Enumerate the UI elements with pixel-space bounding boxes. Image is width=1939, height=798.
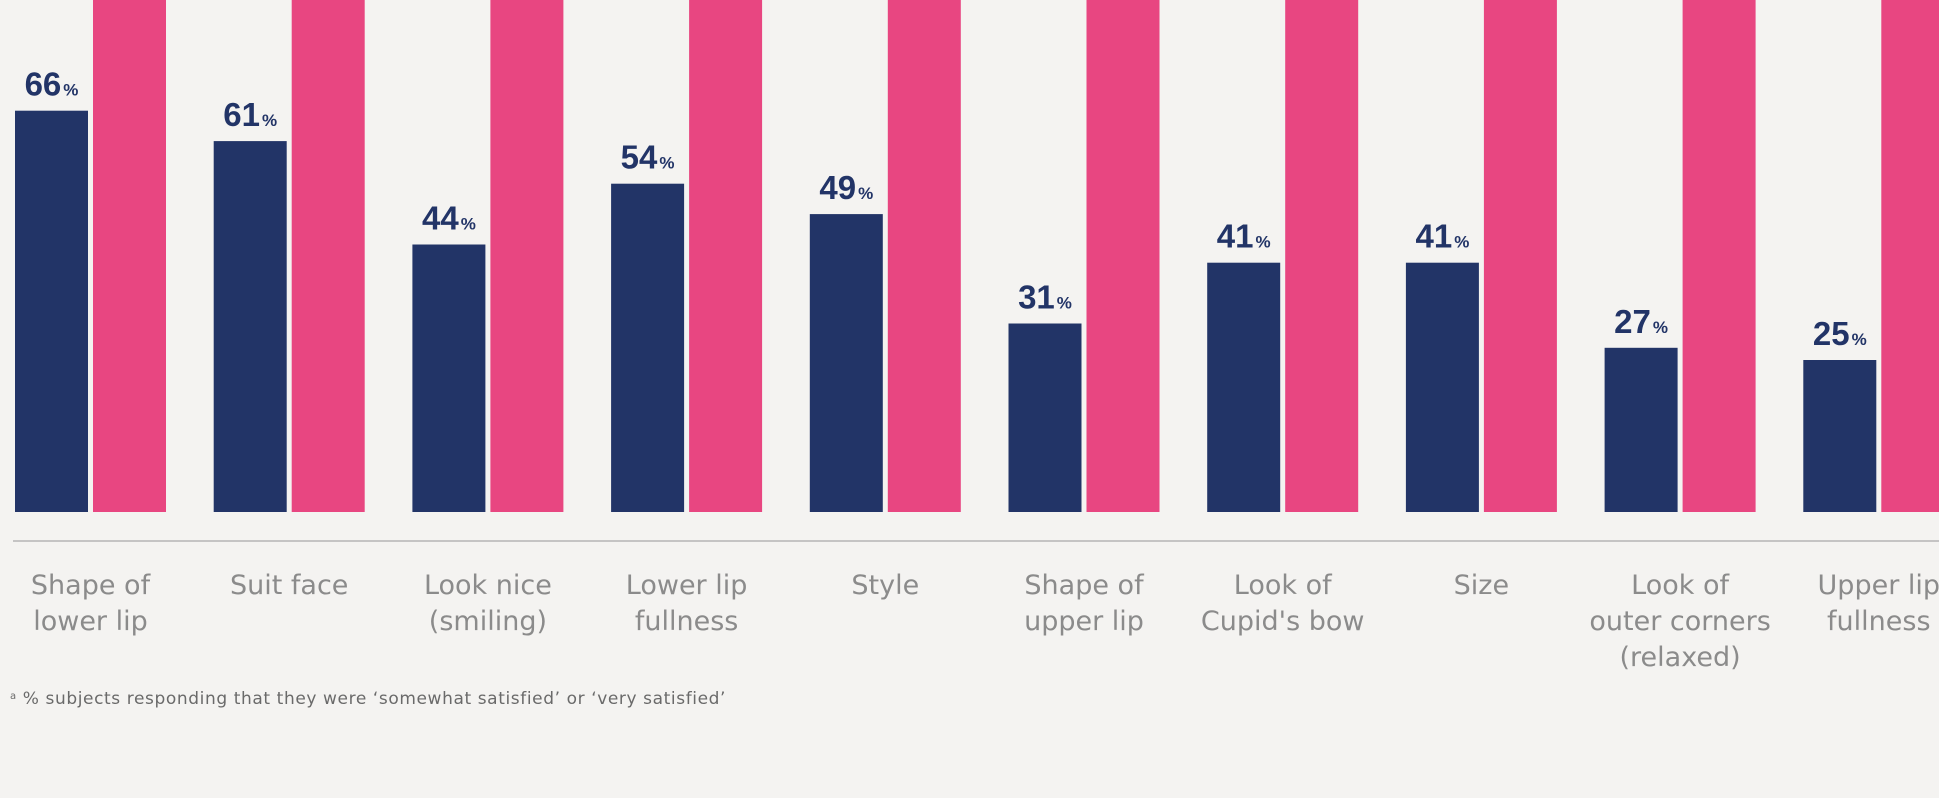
bar-group: 61% (213, 0, 365, 512)
category-label-line: (smiling) (429, 606, 547, 637)
category-label: Look of outer corners (relaxed) (1589, 570, 1770, 673)
data-label-unit: % (1057, 294, 1072, 313)
bar-navy (1604, 347, 1678, 512)
data-label: 54% (621, 139, 675, 176)
bar-navy (611, 183, 685, 512)
category-label-line: Size (1454, 570, 1509, 601)
bar-group: 54% (611, 0, 763, 512)
category-label-line: outer corners (1589, 606, 1770, 637)
category-label: Suit face (230, 570, 348, 601)
category-label-line: Lower lip (626, 570, 748, 601)
data-label: 44% (422, 200, 476, 237)
category-label: Lower lip fullness (626, 570, 748, 637)
bar-group: 25% (1803, 0, 1939, 512)
bar-group: 27% (1604, 0, 1756, 512)
category-label-line: fullness (635, 606, 738, 637)
data-label-unit: % (1852, 330, 1867, 349)
bar-navy (15, 110, 88, 512)
category-label-line: Look nice (424, 570, 552, 601)
category-label: Style (851, 570, 919, 601)
category-label-line: Upper lip (1818, 570, 1939, 601)
bar-pink (490, 0, 564, 512)
category-label-line: Cupid's bow (1201, 606, 1365, 637)
bar-pink (1483, 0, 1557, 512)
data-label-value: 66 (25, 66, 62, 103)
category-label: Shape of lower lip (31, 570, 152, 637)
data-label-value: 27 (1614, 303, 1651, 340)
data-label-unit: % (659, 154, 674, 173)
category-label-line: (relaxed) (1620, 642, 1741, 673)
data-label: 25% (1813, 315, 1867, 352)
data-label: 27% (1614, 303, 1668, 340)
category-label-line: Shape of (31, 570, 152, 601)
data-label: 31% (1018, 279, 1072, 316)
data-label-unit: % (63, 81, 78, 100)
category-label: Shape of upper lip (1024, 570, 1145, 637)
data-label: 41% (1217, 218, 1271, 255)
bar-pink (887, 0, 961, 512)
category-label-line: Suit face (230, 570, 348, 601)
data-label-value: 25 (1813, 315, 1850, 352)
bar-pink (1285, 0, 1359, 512)
bar-pink (1881, 0, 1939, 512)
bar-navy (1207, 262, 1281, 512)
bar-navy (412, 244, 486, 512)
bar-navy (809, 214, 883, 512)
bar-group: 41% (1207, 0, 1359, 512)
bar-group: 31% (1008, 0, 1160, 512)
bar-group: 49% (809, 0, 961, 512)
category-label-line: upper lip (1024, 606, 1144, 637)
category-label-line: Look of (1631, 570, 1730, 601)
category-label: Upper lip fullness (1818, 570, 1939, 637)
data-label-unit: % (1255, 233, 1270, 252)
data-label-unit: % (858, 184, 873, 203)
category-label-line: Style (851, 570, 919, 601)
bar-group: 41% (1405, 0, 1557, 512)
bar-navy (1803, 360, 1877, 512)
bar-group: 44% (412, 0, 564, 512)
data-label-value: 54 (621, 139, 658, 176)
footnote: a % subjects responding that they were ‘s… (10, 689, 726, 709)
footnote-marker: a (10, 691, 17, 702)
data-label-value: 31 (1018, 279, 1055, 316)
data-label-unit: % (1653, 318, 1668, 337)
data-label: 61% (223, 96, 277, 133)
category-label: Look of Cupid's bow (1201, 570, 1365, 637)
bar-pink (689, 0, 763, 512)
bar-navy (213, 141, 287, 512)
data-label: 49% (819, 169, 873, 206)
data-label-value: 49 (819, 169, 856, 206)
data-label-value: 41 (1415, 218, 1452, 255)
category-label-line: fullness (1827, 606, 1930, 637)
bar-navy (1008, 323, 1082, 512)
data-label-value: 41 (1217, 218, 1254, 255)
data-label: 66% (25, 66, 79, 103)
category-label-line: Shape of (1024, 570, 1145, 601)
bar-pink (93, 0, 166, 512)
bar-pink (291, 0, 365, 512)
data-label: 41% (1415, 218, 1469, 255)
data-label-unit: % (262, 111, 277, 130)
data-label-unit: % (1454, 233, 1469, 252)
bar-navy (1405, 262, 1479, 512)
bar-pink (1086, 0, 1160, 512)
category-label: Size (1454, 570, 1509, 601)
data-label-unit: % (461, 215, 476, 234)
category-label-line: lower lip (33, 606, 148, 637)
data-label-value: 61 (223, 96, 260, 133)
category-label-line: Look of (1234, 570, 1333, 601)
bar-pink (1682, 0, 1756, 512)
data-label-value: 44 (422, 200, 459, 237)
category-label: Look nice (smiling) (424, 570, 552, 637)
footnote-text: % subjects responding that they were ‘so… (22, 689, 727, 709)
bar-group: 66% (15, 0, 166, 512)
